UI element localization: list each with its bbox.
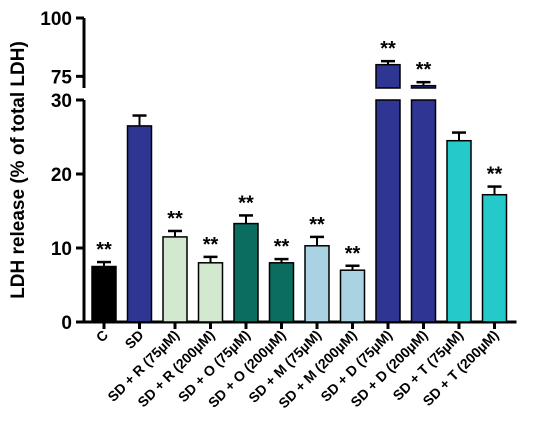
- bar: [304, 245, 330, 323]
- y-axis-label: LDH release (% of total LDH): [8, 41, 29, 299]
- significance-label: **: [203, 234, 219, 256]
- y-tick-label: 75: [51, 67, 73, 88]
- bar-lower-segment: [375, 99, 401, 323]
- significance-label: **: [416, 59, 432, 81]
- y-tick-label: 0: [61, 313, 72, 334]
- bar: [481, 193, 508, 323]
- bar-lower-segment: [410, 99, 437, 323]
- bar: [197, 262, 224, 323]
- bar: [410, 84, 437, 89]
- significance-label: **: [274, 236, 290, 258]
- y-tick-label: 30: [51, 91, 72, 112]
- significance-label: **: [309, 214, 325, 236]
- significance-label: **: [345, 243, 361, 265]
- y-tick-label: 10: [51, 239, 72, 260]
- bar: [375, 63, 401, 89]
- significance-label: **: [238, 192, 254, 214]
- significance-label: **: [380, 38, 396, 60]
- bar: [162, 236, 188, 323]
- significance-label: **: [487, 164, 503, 186]
- bar: [268, 262, 295, 323]
- y-tick-label: 100: [40, 9, 72, 30]
- bar: [446, 139, 472, 323]
- x-tick-label: SD: [122, 327, 147, 352]
- y-tick-label: 20: [51, 165, 72, 186]
- bar: [91, 265, 117, 323]
- bar: [126, 125, 153, 323]
- bar: [339, 269, 366, 323]
- significance-label: **: [167, 208, 183, 230]
- significance-label: **: [96, 239, 112, 261]
- bar: [233, 222, 259, 323]
- x-tick-label: C: [93, 327, 111, 345]
